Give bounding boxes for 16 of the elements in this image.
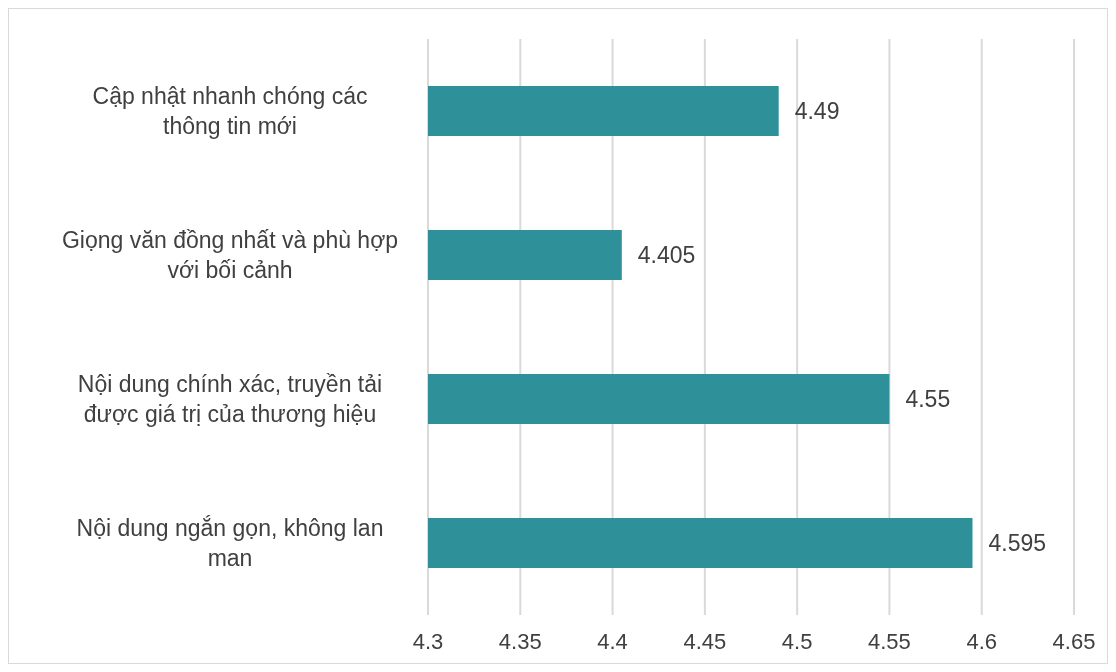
data-label: 4.55 [905, 386, 951, 413]
x-tick-label: 4.35 [498, 628, 542, 654]
x-tick-label: 4.3 [412, 628, 444, 654]
x-tick-label: 4.55 [868, 628, 911, 654]
data-label: 4.595 [988, 530, 1047, 557]
data-label: 4.49 [794, 98, 840, 125]
x-tick-label: 4.65 [1052, 628, 1096, 654]
y-tick-label: Cập nhật nhanh chóng các thông tin mới [92, 83, 368, 139]
y-tick-label: Giọng văn đồng nhất và phù hợp với bối cảnh [61, 227, 399, 283]
x-tick-label: 4.6 [966, 628, 998, 654]
x-tick-label: 4.5 [781, 628, 813, 654]
data-label: 4.405 [637, 242, 696, 269]
x-tick-label: 4.45 [683, 628, 727, 654]
x-tick-label: 4.4 [597, 628, 628, 654]
y-tick-label: Nội dung chính xác, truyền tải được giá trị của thương hiệu [77, 371, 383, 427]
y-tick-label: Nội dung ngắn gọn, không lan man [76, 515, 384, 571]
